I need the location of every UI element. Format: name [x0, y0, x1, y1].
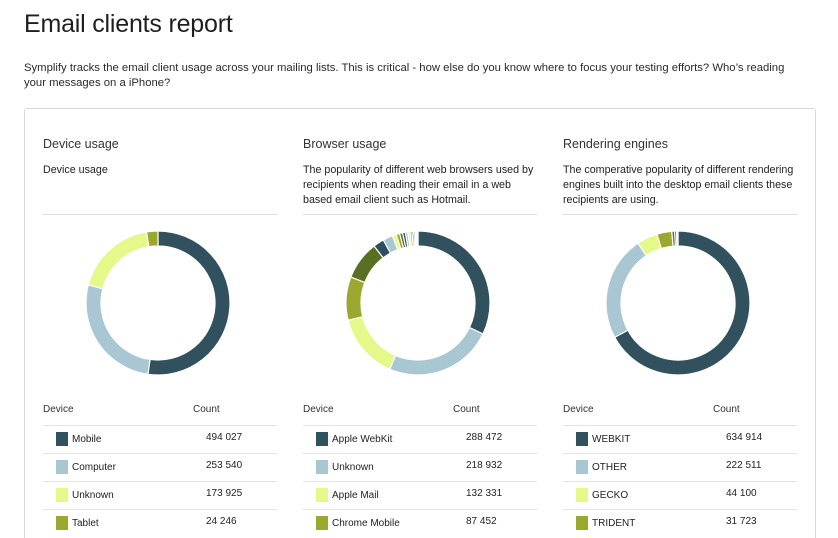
section-title: Rendering engines [563, 137, 668, 151]
row-label: Mobile [72, 434, 102, 445]
table-row: GECKO 44 100 [563, 481, 797, 509]
rendering-engines-table: WEBKIT 634 914 OTHER 222 511 GECKO 44 10… [563, 425, 797, 537]
donut-slice-tablet [145, 230, 159, 248]
legend-swatch [56, 516, 68, 530]
section-device-usage: Device usage Device usage Device Count M… [43, 109, 277, 538]
row-count: 253 540 [206, 460, 243, 471]
legend-swatch [56, 460, 68, 474]
section-description: The comperative popularity of different … [563, 164, 794, 206]
donut-slice-computer [85, 284, 151, 375]
legend-swatch [316, 460, 328, 474]
table-row: TRIDENT 31 723 [563, 509, 797, 537]
section-title: Device usage [43, 137, 119, 151]
donut-slice-unknown [87, 231, 150, 290]
divider [43, 214, 277, 215]
donut-slice-other [605, 242, 648, 339]
row-count: 44 100 [726, 488, 757, 499]
row-label: Unknown [332, 462, 374, 473]
legend-swatch [316, 432, 328, 446]
donut-slice-apple-mail [347, 315, 397, 370]
divider [563, 214, 797, 215]
donut-slice-other-17 [416, 230, 419, 247]
row-count: 222 511 [726, 460, 762, 471]
legend-swatch [56, 488, 68, 502]
table-row: Apple Mail 132 331 [303, 481, 537, 509]
row-label: WEBKIT [592, 434, 631, 445]
row-label: TRIDENT [592, 518, 636, 529]
donut-slice-mobile [147, 230, 231, 376]
row-count: 494 027 [206, 432, 243, 443]
table-row: Mobile 494 027 [43, 425, 277, 453]
rendering-engines-donut-chart [605, 230, 751, 376]
page-title: Email clients report [24, 10, 233, 38]
table-header-count: Count [453, 404, 480, 415]
donut-slice-apple-webkit [417, 230, 491, 335]
legend-swatch [56, 432, 68, 446]
donut-slice-other-6 [675, 230, 679, 247]
table-header-label: Device [43, 404, 74, 415]
section-rendering-engines: Rendering engines The comperative popula… [563, 109, 797, 538]
row-count: 87 452 [466, 516, 497, 527]
row-label: GECKO [592, 490, 629, 501]
section-description: The popularity of different web browsers… [303, 164, 534, 206]
section-description: Device usage [43, 164, 108, 176]
row-label: Chrome Mobile [332, 518, 400, 529]
report-panel: Device usage Device usage Device Count M… [24, 108, 816, 538]
table-row: OTHER 222 511 [563, 453, 797, 481]
browser-usage-donut-chart [345, 230, 491, 376]
row-count: 24 246 [206, 516, 237, 527]
row-count: 218 932 [466, 460, 503, 471]
legend-swatch [576, 488, 588, 502]
table-header-label: Device [303, 404, 334, 415]
row-count: 132 331 [466, 488, 503, 499]
device-usage-donut-chart [85, 230, 231, 376]
intro-text: Symplify tracks the email client usage a… [24, 62, 785, 89]
donut-slice-unknown [388, 326, 484, 376]
device-usage-table: Mobile 494 027 Computer 253 540 Unknown … [43, 425, 277, 537]
row-label: Computer [72, 462, 116, 473]
table-row: Apple WebKit 288 472 [303, 425, 537, 453]
legend-swatch [576, 432, 588, 446]
row-label: OTHER [592, 462, 627, 473]
row-label: Unknown [72, 490, 114, 501]
row-label: Apple Mail [332, 490, 379, 501]
table-row: Unknown 173 925 [43, 481, 277, 509]
row-label: Tablet [72, 518, 99, 529]
table-row: Tablet 24 246 [43, 509, 277, 537]
legend-swatch [316, 488, 328, 502]
table-header-count: Count [713, 404, 740, 415]
legend-swatch [316, 516, 328, 530]
row-label: Apple WebKit [332, 434, 393, 445]
section-title: Browser usage [303, 137, 387, 151]
row-count: 31 723 [726, 516, 757, 527]
browser-usage-table: Apple WebKit 288 472 Unknown 218 932 App… [303, 425, 537, 537]
table-row: Unknown 218 932 [303, 453, 537, 481]
legend-swatch [576, 516, 588, 530]
row-count: 173 925 [206, 488, 243, 499]
table-header-count: Count [193, 404, 220, 415]
legend-swatch [576, 460, 588, 474]
donut-slice-chrome-mobile [345, 276, 366, 321]
table-row: Chrome Mobile 87 452 [303, 509, 537, 537]
row-count: 634 914 [726, 432, 763, 443]
table-header-label: Device [563, 404, 594, 415]
table-row: Computer 253 540 [43, 453, 277, 481]
section-browser-usage: Browser usage The popularity of differen… [303, 109, 537, 538]
table-row: WEBKIT 634 914 [563, 425, 797, 453]
divider [303, 214, 537, 215]
row-count: 288 472 [466, 432, 503, 443]
